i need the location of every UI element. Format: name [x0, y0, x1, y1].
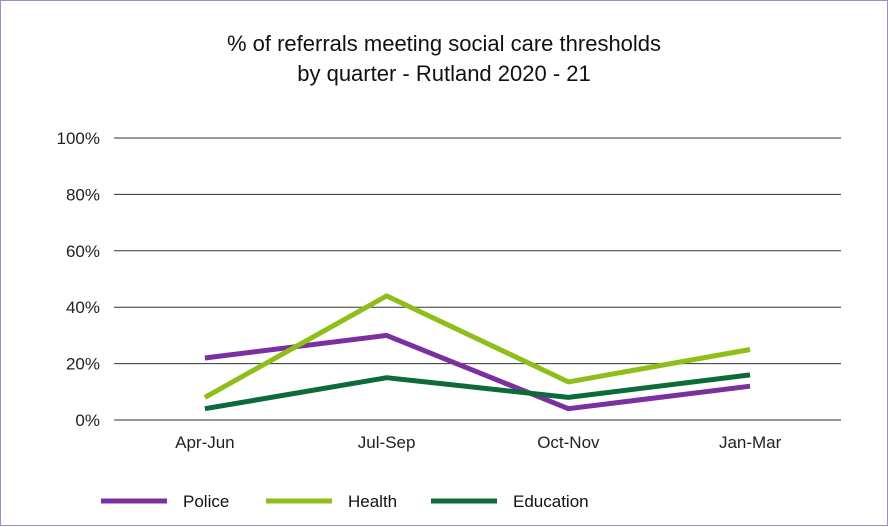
gridlines — [114, 137, 841, 421]
y-tick-label: 40% — [66, 298, 100, 317]
y-tick-label: 60% — [66, 242, 100, 261]
y-axis-tick-labels: 0% 20% 40% 60% 80% 100% — [57, 129, 100, 430]
legend-label-police: Police — [183, 492, 229, 511]
legend-label-education: Education — [513, 492, 589, 511]
x-tick-label: Jul-Sep — [358, 433, 416, 452]
chart-title-line-1: % of referrals meeting social care thres… — [227, 31, 661, 56]
y-tick-label: 20% — [66, 355, 100, 374]
y-tick-label: 80% — [66, 185, 100, 204]
series-line-health — [203, 293, 751, 400]
series-lines — [203, 293, 751, 412]
legend: Police Health Education — [101, 492, 589, 511]
x-tick-label: Oct-Nov — [537, 433, 600, 452]
x-tick-label: Jan-Mar — [719, 433, 782, 452]
y-tick-label: 0% — [75, 411, 100, 430]
x-axis-tick-labels: Apr-Jun Jul-Sep Oct-Nov Jan-Mar — [175, 433, 782, 452]
chart-title-line-2: by quarter - Rutland 2020 - 21 — [297, 61, 591, 86]
series-line-police — [204, 332, 751, 412]
x-tick-label: Apr-Jun — [175, 433, 235, 452]
y-tick-label: 100% — [57, 129, 100, 148]
legend-label-health: Health — [348, 492, 397, 511]
series-line-education — [204, 372, 751, 412]
